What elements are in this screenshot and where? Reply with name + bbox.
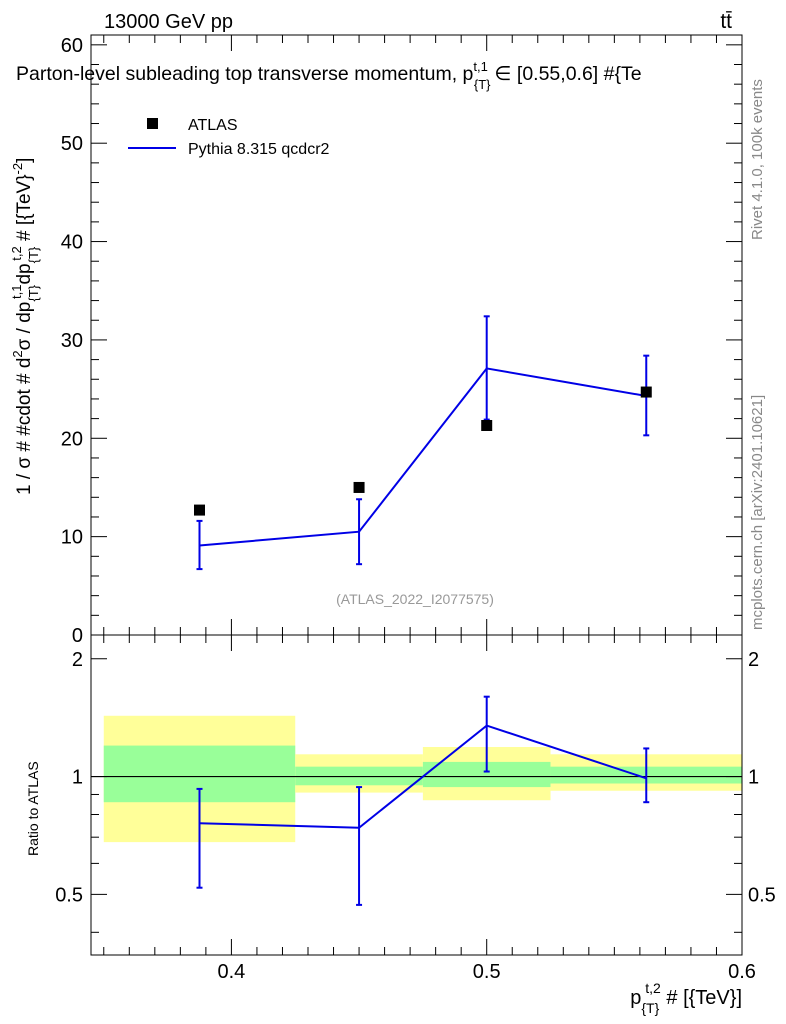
mcplots-label: mcplots.cern.ch [arXiv:2401.10621] <box>749 395 766 630</box>
main-y-tick-label: 10 <box>61 527 83 549</box>
legend-atlas-marker <box>147 118 158 129</box>
main-y-tick-label: 40 <box>61 232 83 254</box>
ratio-pythia-line <box>199 724 647 829</box>
pythia-line <box>199 367 647 547</box>
x-tick-label: 0.5 <box>473 961 501 983</box>
legend-pythia-label: Pythia 8.315 qcdcr2 <box>188 141 330 158</box>
ratio-y-tick-label-right: 2 <box>748 649 759 671</box>
main-y-tick-label: 20 <box>61 428 83 450</box>
x-tick-label: 0.4 <box>218 961 246 983</box>
x-axis-label: p{T}t,2 # [{TeV}] <box>630 980 742 1016</box>
main-y-tick-label: 0 <box>72 625 83 647</box>
energy-label: 13000 GeV pp <box>104 11 233 33</box>
atlas-data-point <box>481 419 493 431</box>
legend-atlas-label: ATLAS <box>188 117 238 134</box>
ratio-bands <box>103 715 742 843</box>
legend: ATLAS Pythia 8.315 qcdcr2 <box>128 117 330 158</box>
atlas-data-point <box>353 481 365 493</box>
main-axes: 0 10 20 30 40 50 60 <box>61 34 743 647</box>
ratio-plot-frame <box>90 634 743 956</box>
analysis-watermark: (ATLAS_2022_I2077575) <box>336 591 494 607</box>
process-label: tt̄ <box>720 10 732 33</box>
main-title: Parton-level subleading top transverse m… <box>16 59 642 92</box>
x-tick-label: 0.6 <box>728 961 756 983</box>
main-y-tick-label: 30 <box>61 330 83 352</box>
main-series <box>194 315 652 571</box>
rivet-label: Rivet 4.1.0, 100k events <box>749 79 766 240</box>
main-y-tick-label: 50 <box>61 133 83 155</box>
ratio-axes: 0.5 0.5 1 1 2 2 0.4 0.5 0.6 <box>55 634 776 983</box>
atlas-data-point <box>640 386 652 398</box>
atlas-data-point <box>194 504 205 516</box>
main-y-tick-label: 60 <box>61 35 83 57</box>
ratio-y-tick-label-right: 1 <box>748 767 759 789</box>
ratio-y-axis-label: Ratio to ATLAS <box>25 761 41 856</box>
ratio-y-tick-label-left: 1 <box>72 767 83 789</box>
main-y-axis-label: 1 / σ # #cdot # d2σ / dp{T}t,1dp{T}t,2 #… <box>9 158 41 495</box>
ratio-y-tick-label-left: 0.5 <box>55 884 83 906</box>
ratio-y-tick-label-left: 2 <box>72 649 83 671</box>
ratio-series <box>196 695 650 906</box>
ratio-y-tick-label-right: 0.5 <box>748 884 776 906</box>
